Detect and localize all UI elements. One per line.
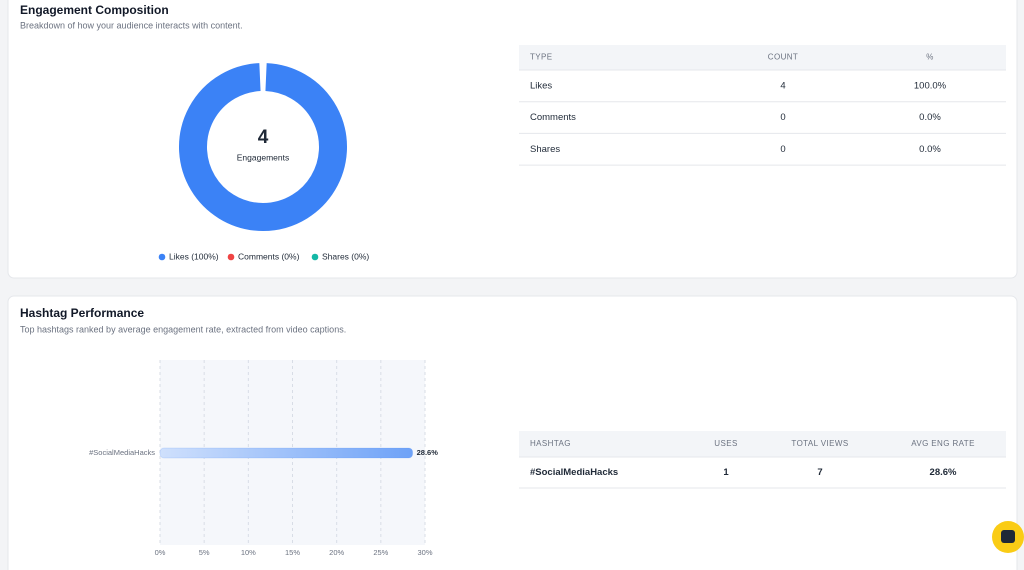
card-subtitle: Breakdown of how your audience interacts… — [20, 20, 243, 30]
table-cell: Shares — [530, 144, 560, 155]
y-tick-label: #SocialMediaHacks — [89, 448, 155, 457]
bar — [159, 447, 414, 459]
legend-label: Shares (0%) — [322, 251, 369, 261]
legend-label: Comments (0%) — [238, 251, 300, 261]
x-tick-label: 30% — [417, 548, 432, 557]
table-cell: 1 — [723, 467, 729, 478]
legend-label: Likes (100%) — [169, 251, 219, 261]
table-cell: 0.0% — [919, 144, 941, 155]
data-label: 28.6% — [417, 448, 439, 457]
table-header — [519, 45, 1006, 70]
donut-segment — [179, 63, 347, 231]
table-cell: 100.0% — [914, 80, 947, 91]
table-cell: 28.6% — [930, 467, 957, 478]
column-header: TYPE — [530, 53, 553, 62]
table-cell: 0 — [780, 144, 785, 155]
column-header: TOTAL VIEWS — [791, 439, 848, 448]
x-tick-label: 5% — [199, 548, 210, 557]
column-header: USES — [714, 439, 737, 448]
legend-swatch — [311, 253, 319, 261]
donut-center-value: 4 — [258, 127, 269, 148]
table-cell: Comments — [530, 112, 576, 123]
table-cell: #SocialMediaHacks — [530, 467, 618, 478]
table-header — [519, 431, 1006, 457]
table-cell: 0.0% — [919, 112, 941, 123]
card — [7, 0, 1018, 279]
x-tick-label: 15% — [285, 548, 300, 557]
legend-swatch — [227, 253, 235, 261]
table-cell: 0 — [780, 112, 785, 123]
card-subtitle: Top hashtags ranked by average engagemen… — [20, 324, 346, 334]
donut-center-label: Engagements — [237, 152, 289, 162]
x-tick-label: 25% — [373, 548, 388, 557]
table-cell: 4 — [780, 80, 785, 91]
card-title: Engagement Composition — [20, 3, 169, 17]
table-cell: 7 — [817, 467, 822, 478]
x-tick-label: 20% — [329, 548, 344, 557]
column-header: COUNT — [768, 53, 798, 62]
chat-icon[interactable] — [1001, 530, 1015, 543]
column-header: AVG ENG RATE — [911, 439, 975, 448]
x-tick-label: 10% — [241, 548, 256, 557]
legend-swatch — [158, 253, 166, 261]
card-title: Hashtag Performance — [20, 306, 144, 320]
x-tick-label: 0% — [155, 548, 166, 557]
column-header: HASHTAG — [530, 439, 571, 448]
column-header: % — [926, 53, 934, 62]
table-cell: Likes — [530, 80, 552, 91]
chat-button[interactable] — [992, 521, 1024, 553]
